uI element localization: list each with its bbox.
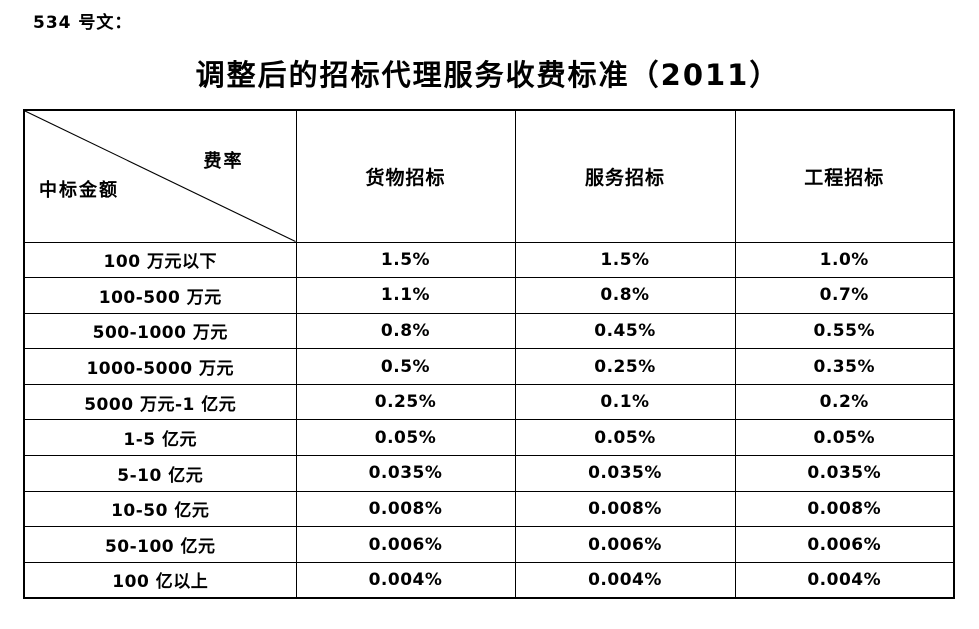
row-label-amount-range: 500-1000 万元 bbox=[23, 312, 297, 350]
corner-label-bid-amount: 中标金额 bbox=[39, 179, 119, 201]
diagonal-corner-cell: 费率 中标金额 bbox=[23, 109, 297, 243]
rate-cell: 0.035% bbox=[295, 455, 516, 492]
column-header-services: 服务招标 bbox=[514, 109, 736, 243]
rate-cell: 0.004% bbox=[295, 561, 516, 599]
rate-cell: 0.35% bbox=[734, 348, 955, 385]
rate-cell: 0.05% bbox=[295, 419, 516, 457]
rate-cell: 0.1% bbox=[514, 383, 736, 421]
row-label-amount-range: 10-50 亿元 bbox=[23, 490, 297, 528]
rate-cell: 0.006% bbox=[295, 526, 516, 563]
table-row: 5-10 亿元 0.035% 0.035% 0.035% bbox=[23, 455, 955, 492]
page-title: 调整后的招标代理服务收费标准（2011） bbox=[195, 58, 781, 92]
rate-cell: 0.006% bbox=[734, 526, 955, 563]
table-row: 500-1000 万元 0.8% 0.45% 0.55% bbox=[23, 312, 955, 350]
row-label-amount-range: 5-10 亿元 bbox=[23, 455, 297, 492]
rate-cell: 0.25% bbox=[295, 383, 516, 421]
rate-cell: 0.2% bbox=[734, 383, 955, 421]
table-row: 5000 万元-1 亿元 0.25% 0.1% 0.2% bbox=[23, 383, 955, 421]
column-header-goods: 货物招标 bbox=[295, 109, 516, 243]
rate-cell: 0.5% bbox=[295, 348, 516, 385]
table-row: 100 亿以上 0.004% 0.004% 0.004% bbox=[23, 561, 955, 599]
row-label-amount-range: 100 万元以下 bbox=[23, 241, 297, 279]
row-label-amount-range: 50-100 亿元 bbox=[23, 526, 297, 563]
rate-cell: 0.45% bbox=[514, 312, 736, 350]
rate-cell: 0.008% bbox=[295, 490, 516, 528]
row-label-amount-range: 100 亿以上 bbox=[23, 561, 297, 599]
document-number-label: 534 号文： bbox=[33, 13, 133, 33]
rate-cell: 1.0% bbox=[734, 241, 955, 279]
table-row: 1000-5000 万元 0.5% 0.25% 0.35% bbox=[23, 348, 955, 385]
rate-cell: 1.5% bbox=[295, 241, 516, 279]
rate-cell: 1.5% bbox=[514, 241, 736, 279]
rate-cell: 0.8% bbox=[514, 277, 736, 314]
table-row: 1-5 亿元 0.05% 0.05% 0.05% bbox=[23, 419, 955, 457]
table-row: 100-500 万元 1.1% 0.8% 0.7% bbox=[23, 277, 955, 314]
rate-cell: 0.008% bbox=[734, 490, 955, 528]
fee-rate-table: 费率 中标金额 货物招标 服务招标 工程招标 100 万元以下 1.5% 1.5% 1… bbox=[23, 109, 955, 599]
rate-cell: 0.006% bbox=[514, 526, 736, 563]
table-row: 50-100 亿元 0.006% 0.006% 0.006% bbox=[23, 526, 955, 563]
rate-cell: 0.035% bbox=[734, 455, 955, 492]
table-body: 100 万元以下 1.5% 1.5% 1.0% 100-500 万元 1.1% 0.8% 0.… bbox=[23, 241, 955, 599]
row-label-amount-range: 1-5 亿元 bbox=[23, 419, 297, 457]
rate-cell: 0.05% bbox=[514, 419, 736, 457]
rate-cell: 0.035% bbox=[514, 455, 736, 492]
rate-cell: 0.05% bbox=[734, 419, 955, 457]
rate-cell: 0.8% bbox=[295, 312, 516, 350]
rate-cell: 0.55% bbox=[734, 312, 955, 350]
row-label-amount-range: 1000-5000 万元 bbox=[23, 348, 297, 385]
diagonal-divider-line bbox=[25, 111, 296, 242]
table-row: 100 万元以下 1.5% 1.5% 1.0% bbox=[23, 241, 955, 279]
column-header-engineering: 工程招标 bbox=[734, 109, 955, 243]
rate-cell: 0.004% bbox=[734, 561, 955, 599]
rate-cell: 0.25% bbox=[514, 348, 736, 385]
table-row: 10-50 亿元 0.008% 0.008% 0.008% bbox=[23, 490, 955, 528]
row-label-amount-range: 100-500 万元 bbox=[23, 277, 297, 314]
corner-label-fee-rate: 费率 bbox=[203, 151, 244, 172]
rate-cell: 0.008% bbox=[514, 490, 736, 528]
rate-cell: 0.7% bbox=[734, 277, 955, 314]
row-label-amount-range: 5000 万元-1 亿元 bbox=[23, 383, 297, 421]
rate-cell: 1.1% bbox=[295, 277, 516, 314]
table-header-row: 费率 中标金额 货物招标 服务招标 工程招标 bbox=[23, 109, 955, 243]
rate-cell: 0.004% bbox=[514, 561, 736, 599]
